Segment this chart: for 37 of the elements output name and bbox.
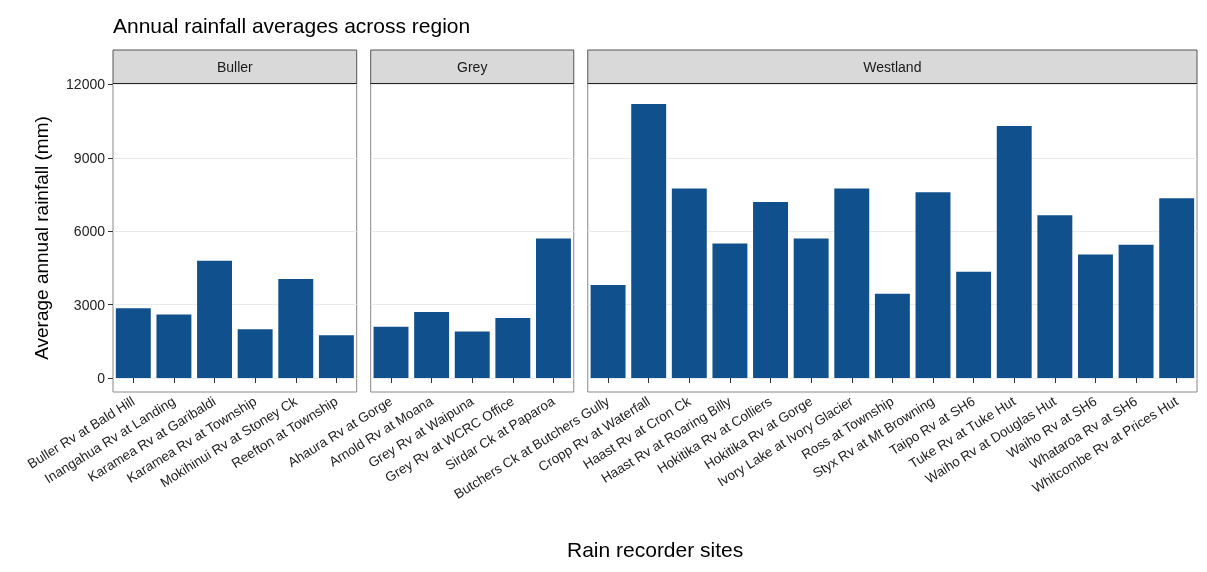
bar <box>1078 254 1113 379</box>
bar <box>671 188 707 379</box>
bar <box>115 308 151 379</box>
bar <box>996 126 1032 379</box>
y-tick-label: 3000 <box>73 296 106 313</box>
y-axis-title: Average annual rainfall (mm) <box>31 116 52 360</box>
y-tick-label: 9000 <box>73 149 106 166</box>
bar <box>874 293 910 379</box>
bar <box>753 201 788 379</box>
bar <box>414 312 450 379</box>
bar <box>536 238 571 379</box>
bar <box>318 335 354 379</box>
bar <box>956 271 992 379</box>
y-tick-label: 12000 <box>66 76 106 93</box>
bar <box>834 188 870 379</box>
chart-subtitle: Buller <box>216 59 254 75</box>
chart-subtitle: Westland <box>863 59 922 75</box>
y-tick-label: 0 <box>97 370 106 387</box>
y-tick-label: 6000 <box>73 223 106 240</box>
bar <box>237 329 273 379</box>
bar <box>278 278 314 379</box>
bar <box>590 285 626 379</box>
bar <box>373 326 409 379</box>
bar <box>197 260 232 379</box>
bar <box>1037 215 1073 379</box>
chart-subtitle: Grey <box>457 59 488 75</box>
bar <box>1159 198 1195 379</box>
bar <box>915 192 951 379</box>
bar <box>631 104 667 379</box>
bar <box>712 243 748 379</box>
bar <box>495 318 531 379</box>
bar <box>454 331 490 379</box>
x-axis-title: Rain recorder sites <box>567 538 744 562</box>
bar <box>156 314 192 379</box>
bar <box>793 238 829 379</box>
chart-title: Annual rainfall averages across region <box>113 14 471 37</box>
bar <box>1118 244 1154 379</box>
